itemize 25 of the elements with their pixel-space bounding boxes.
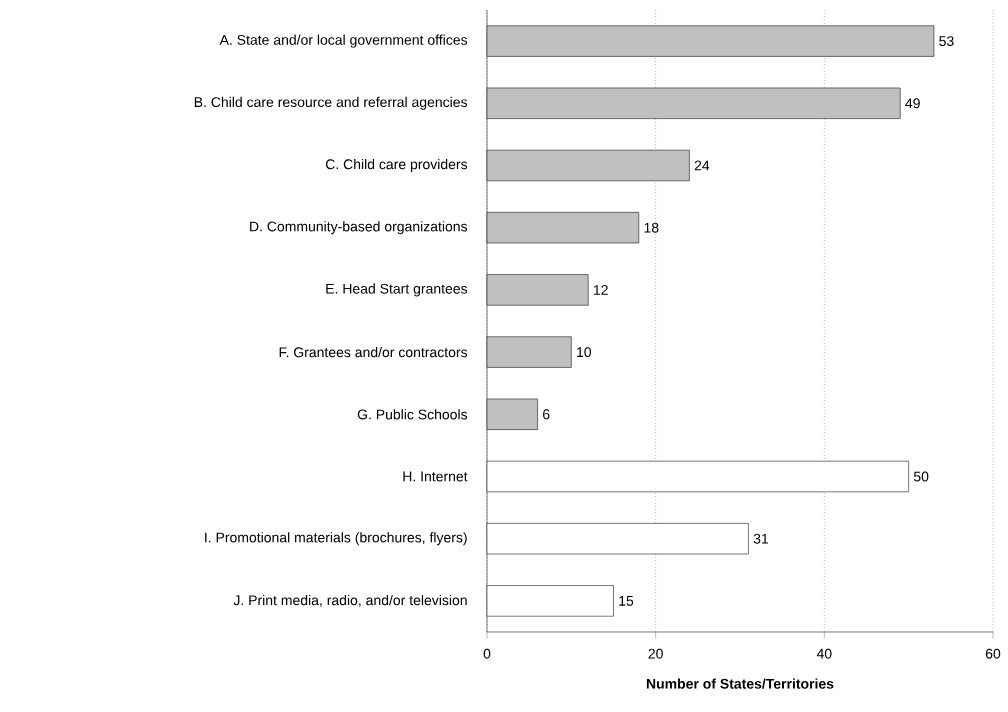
data-label: 24: [694, 160, 710, 171]
x-axis-title: Number of States/Territories: [646, 678, 834, 689]
data-label: 15: [619, 596, 634, 606]
data-label: 53: [939, 36, 954, 47]
data-label: 50: [913, 471, 929, 482]
data-label: 12: [593, 285, 608, 295]
x-tick-label: 0: [483, 648, 491, 659]
y-tick-label: A. State and/or local government offices: [219, 34, 468, 48]
y-tick-label: B. Child care resource and referral agencies: [194, 96, 468, 110]
y-tick-label: I. Promotional materials (brochures, flyers): [205, 532, 467, 546]
y-tick-label: J. Print media, radio, and/or television: [233, 594, 467, 607]
data-label: 18: [644, 222, 659, 233]
x-tick-label: 60: [985, 648, 1001, 659]
y-tick-label: G. Public Schools: [357, 409, 468, 420]
y-tick-label: E. Head Start grantees: [326, 283, 468, 297]
data-label: 6: [543, 409, 550, 420]
y-tick-label: D. Community-based organizations: [250, 221, 468, 235]
data-label: 10: [577, 347, 592, 358]
y-tick-label: F. Grantees and/or contractors: [279, 346, 468, 358]
x-tick-label: 40: [816, 648, 832, 659]
x-tick-label: 20: [648, 648, 663, 659]
data-label: 31: [753, 533, 769, 544]
data-label: 49: [905, 98, 920, 109]
y-tick-label: H. Internet: [403, 471, 468, 482]
y-tick-label: C. Child care providers: [325, 158, 468, 173]
